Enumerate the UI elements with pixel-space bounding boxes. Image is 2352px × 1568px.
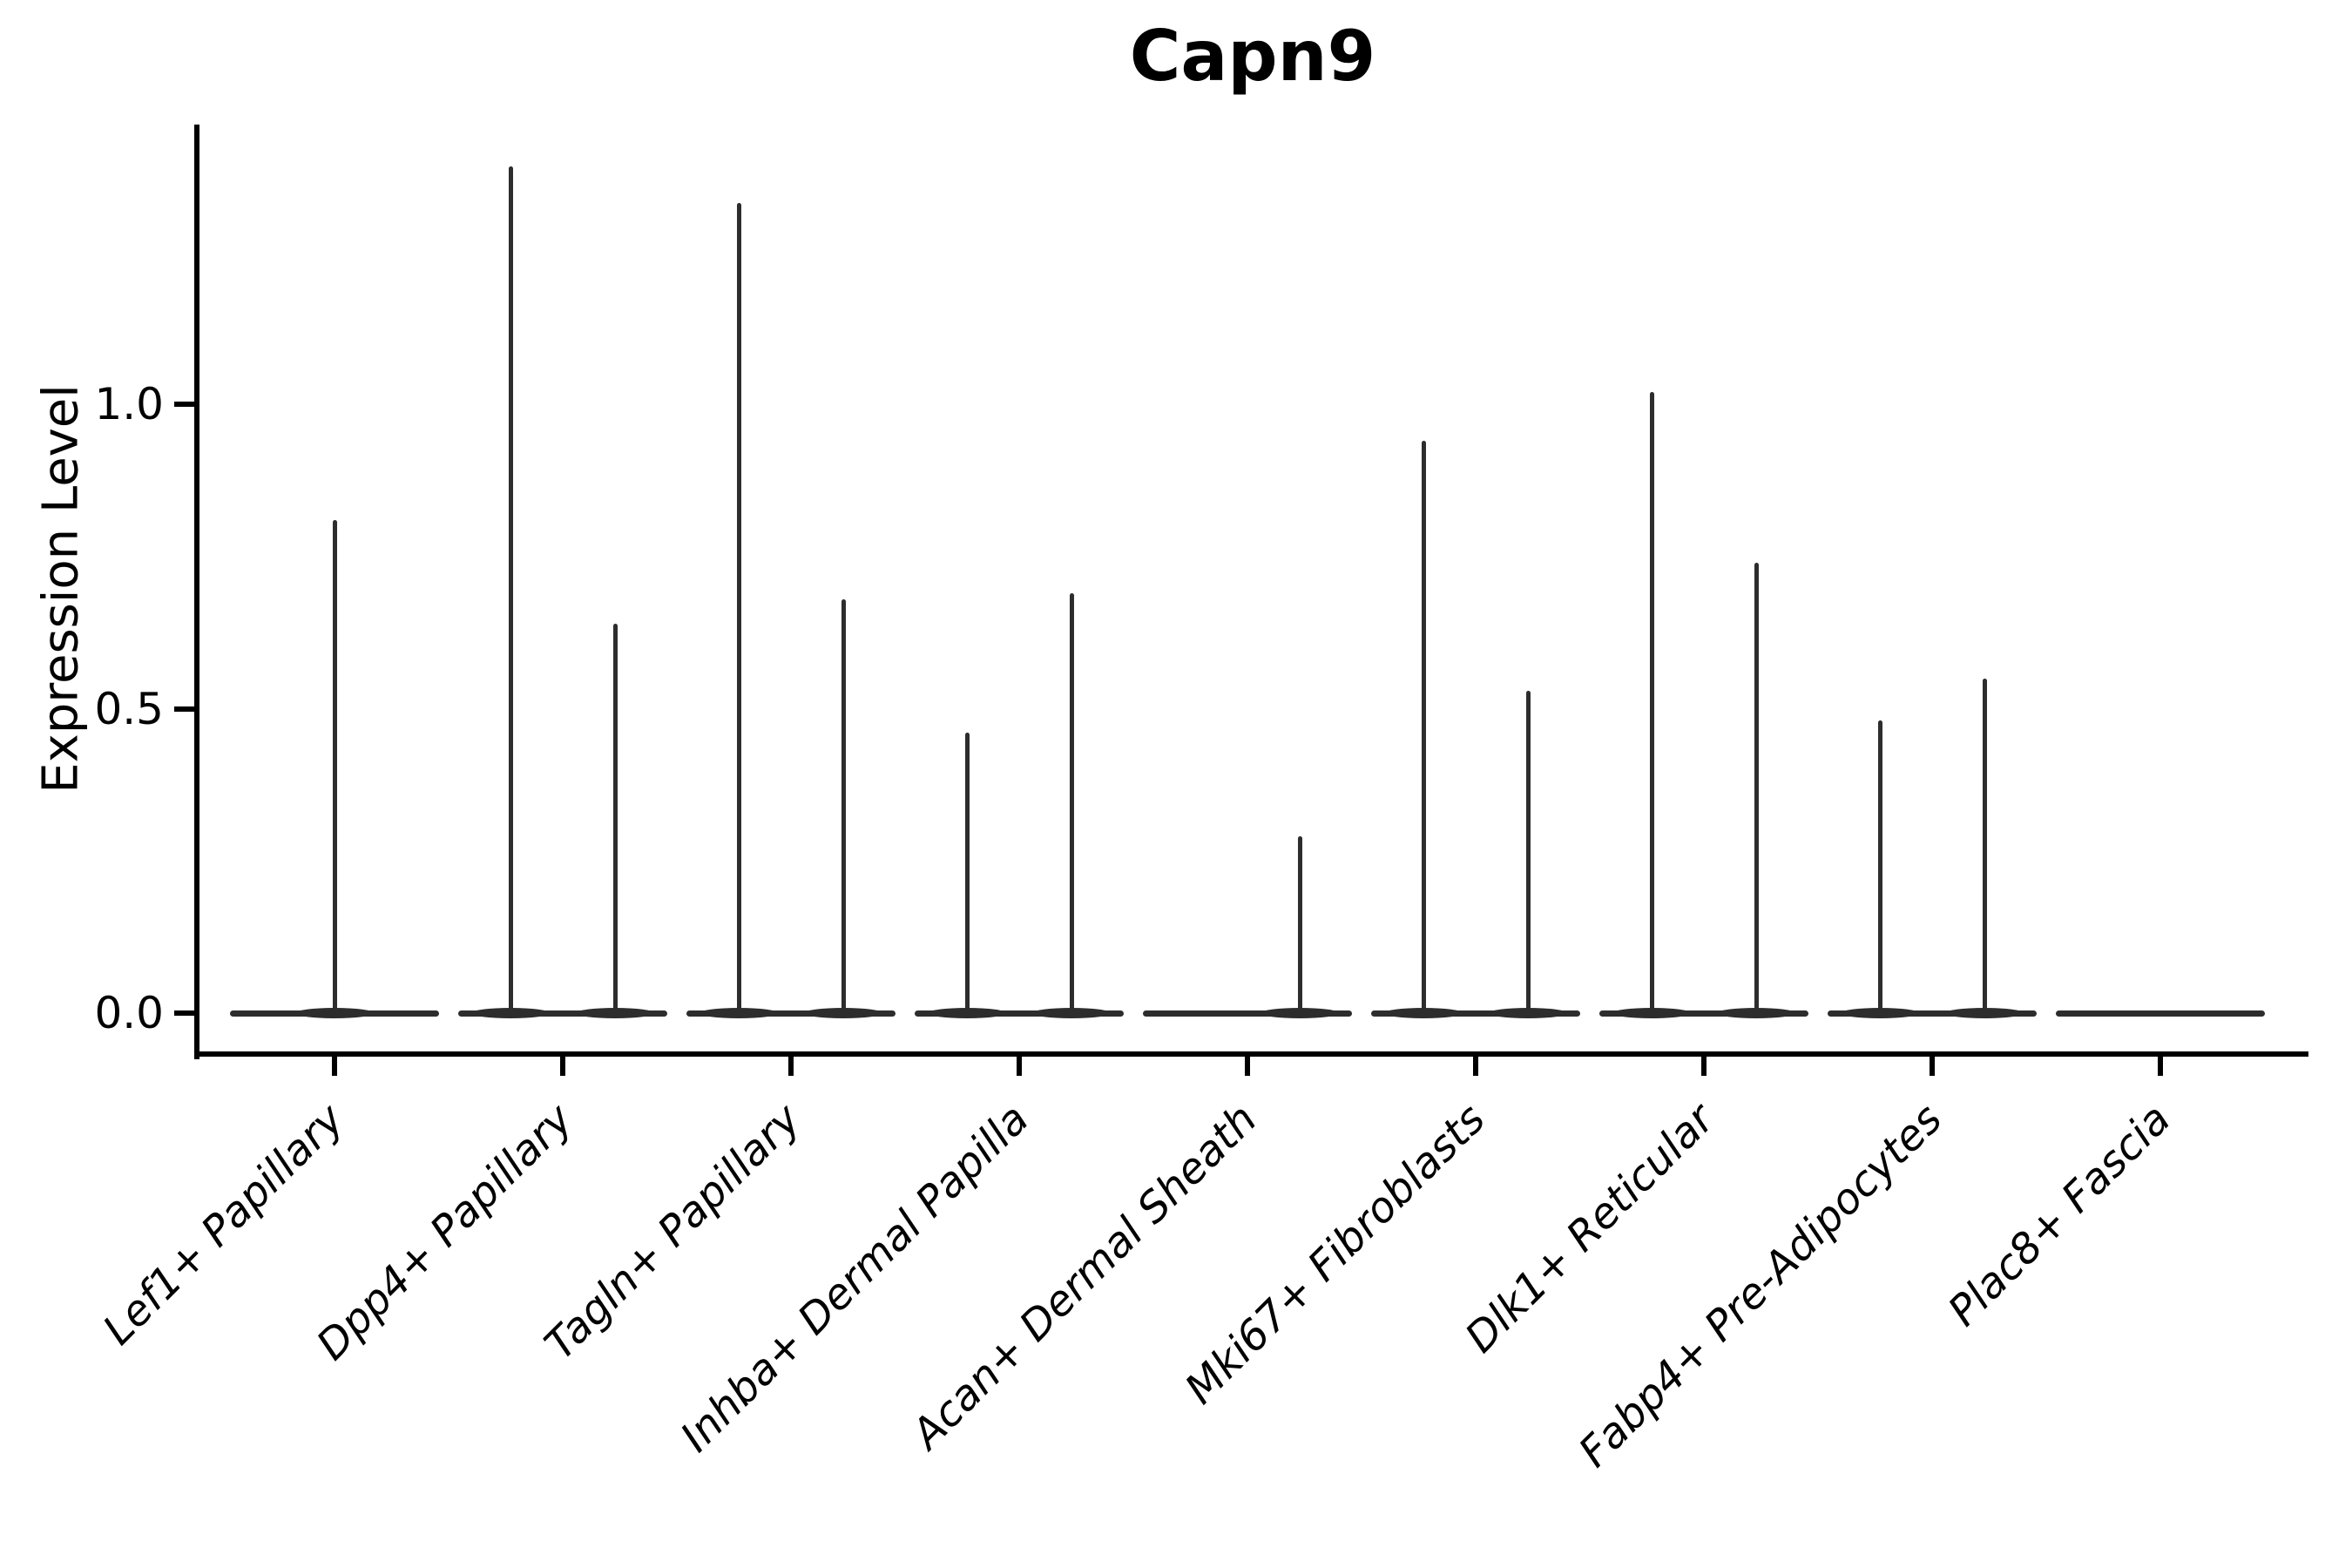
violin-spike — [332, 519, 337, 1013]
violin-spike — [1525, 690, 1531, 1013]
violin-base-bump — [700, 1008, 778, 1018]
violin-base-bump — [1260, 1008, 1339, 1018]
violin-baseline — [1371, 1010, 1580, 1017]
x-axis-tick-label: Fabp4+ Pre-Adipocytes — [1569, 1094, 1952, 1477]
y-axis-tick — [174, 706, 197, 712]
y-axis-tick-label: 1.0 — [94, 379, 164, 429]
violin-spike — [1297, 836, 1302, 1013]
x-axis-tick — [560, 1057, 565, 1076]
violin-baseline — [1828, 1010, 2037, 1017]
violin-base-bump — [576, 1008, 654, 1018]
y-axis-tick-label: 0.0 — [94, 988, 164, 1038]
violin-base-bump — [1032, 1008, 1111, 1018]
violin-baseline — [458, 1010, 667, 1017]
violin-base-bump — [1612, 1008, 1691, 1018]
x-axis-tick — [1930, 1057, 1935, 1076]
x-axis-tick-label: Tagln+ Papillary — [535, 1094, 811, 1369]
x-axis-tick — [1473, 1057, 1478, 1076]
violin-base-bump — [1945, 1008, 2024, 1018]
x-axis-tick — [788, 1057, 794, 1076]
violin-base-bump — [1489, 1008, 1567, 1018]
y-axis-label: Expression Level — [32, 384, 90, 794]
x-axis-tick — [1701, 1057, 1707, 1076]
x-axis-tick-label: Plac8+ Fascia — [1938, 1094, 2180, 1336]
violin-baseline — [2056, 1010, 2265, 1017]
violin-spike — [1754, 562, 1759, 1013]
violin-spike — [1649, 392, 1654, 1013]
violin-spike — [736, 203, 741, 1013]
violin-spike — [508, 166, 513, 1013]
x-axis-tick-label: Lef1+ Papillary — [94, 1094, 355, 1355]
violin-base-bump — [1717, 1008, 1795, 1018]
violin-spike — [612, 623, 618, 1013]
violin-spike — [964, 733, 970, 1013]
violin-baseline — [1599, 1010, 1808, 1017]
x-axis-tick — [1245, 1057, 1250, 1076]
violin-spike — [1421, 440, 1426, 1013]
violin-base-bump — [804, 1008, 882, 1018]
violin-baseline — [1143, 1010, 1352, 1017]
y-axis-tick — [174, 1010, 197, 1016]
x-axis-tick-label: Dlk1+ Reticular — [1455, 1094, 1724, 1362]
violin-base-bump — [928, 1008, 1006, 1018]
y-axis-tick — [174, 402, 197, 407]
violin-baseline — [686, 1010, 896, 1017]
violin-base-bump — [295, 1008, 374, 1018]
x-axis-spine — [194, 1051, 2308, 1057]
violin-spike — [1069, 592, 1074, 1013]
violin-base-bump — [1841, 1008, 1919, 1018]
violin-base-bump — [471, 1008, 550, 1018]
violin-spike — [841, 598, 846, 1013]
chart-title: Capn9 — [1129, 16, 1376, 97]
violin-base-bump — [1384, 1008, 1463, 1018]
violin-spike — [1877, 720, 1882, 1013]
x-axis-tick-label: Dpp4+ Papillary — [307, 1094, 583, 1370]
y-axis-tick-label: 0.5 — [94, 683, 164, 734]
y-axis-spine — [194, 125, 199, 1059]
violin-spike — [1982, 678, 1987, 1013]
violin-baseline — [915, 1010, 1124, 1017]
x-axis-tick — [1017, 1057, 1022, 1076]
x-axis-tick — [2158, 1057, 2163, 1076]
x-axis-tick — [332, 1057, 337, 1076]
